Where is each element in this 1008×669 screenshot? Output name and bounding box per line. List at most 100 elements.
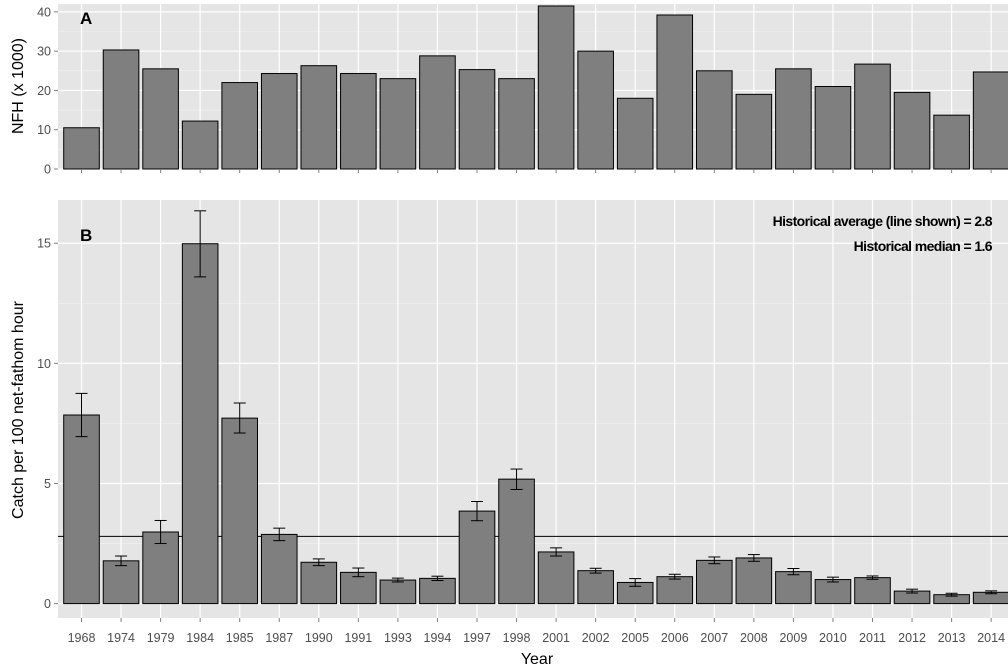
error-bar-2009	[787, 568, 800, 576]
y-tick-label: 5	[44, 477, 51, 491]
bar-1993	[379, 579, 417, 605]
x-tick-label: 2008	[740, 631, 768, 645]
error-bar-1985	[233, 402, 246, 434]
x-tick-label: 2014	[977, 631, 1005, 645]
bar-1968	[63, 414, 100, 605]
bar-2005	[616, 97, 654, 170]
x-tick-label: 1979	[147, 631, 175, 645]
bar-2002	[577, 50, 614, 170]
x-tick-label: 2002	[582, 631, 610, 645]
y-tick-label: 0	[44, 163, 51, 177]
panel-b-x-axis: 1968 1974 1979 1984 1985 1987 1990 1991 1993 1994…	[68, 618, 1005, 645]
bar-2014	[972, 71, 1008, 170]
bar-1974	[102, 560, 140, 605]
error-bar-1993	[391, 577, 404, 583]
bar-1984	[181, 243, 219, 605]
bar-1997	[458, 510, 496, 605]
x-tick-label: 1990	[305, 631, 333, 645]
bar-1987	[260, 533, 298, 605]
x-tick-label: 1997	[463, 631, 491, 645]
error-bar-2007	[708, 556, 721, 565]
panel-a: 0 10 20 30 40 A NFH (x 1000)	[10, 4, 1008, 177]
y-tick-label: 40	[37, 5, 51, 19]
y-tick-label: 0	[44, 597, 51, 611]
bar-1991	[340, 571, 377, 605]
x-tick-label: 2006	[661, 631, 689, 645]
x-tick-label: 1968	[68, 631, 96, 645]
x-axis-title: Year	[521, 651, 554, 668]
error-bar-2006	[668, 573, 681, 580]
bar-1994	[419, 577, 456, 605]
y-tick-label: 10	[37, 357, 51, 371]
x-tick-label: 1998	[503, 631, 531, 645]
x-tick-label: 1991	[344, 631, 372, 645]
panel-a-bars	[63, 5, 1008, 170]
bar-2008	[735, 93, 773, 170]
bar-2013	[933, 114, 970, 170]
y-tick-label: 10	[37, 123, 51, 137]
bar-2007	[696, 559, 733, 605]
error-bar-1984	[194, 210, 207, 278]
historical-average-annotation: Historical average (line shown) = 2.8	[773, 213, 993, 229]
panel-a-y-axis: 0 10 20 30 40	[37, 5, 58, 177]
error-bar-1990	[312, 558, 325, 567]
x-tick-label: 1994	[424, 631, 452, 645]
bar-1993	[379, 78, 417, 170]
bar-1998	[498, 478, 535, 605]
error-bar-2008	[747, 554, 760, 562]
bar-1991	[340, 73, 377, 170]
x-tick-label: 1985	[226, 631, 254, 645]
error-bar-2010	[826, 576, 839, 583]
error-bar-2002	[589, 567, 602, 574]
bar-2001	[537, 5, 575, 170]
bar-1974	[102, 49, 140, 170]
bar-2010	[814, 579, 852, 605]
bar-1984	[181, 120, 219, 170]
bar-1998	[498, 78, 535, 170]
bar-2012	[893, 91, 931, 170]
x-tick-label: 2007	[700, 631, 728, 645]
bar-1979	[142, 68, 179, 170]
error-bar-1979	[154, 519, 167, 545]
bar-2001	[537, 551, 575, 605]
bar-2010	[814, 86, 852, 170]
error-bar-2011	[866, 575, 879, 580]
bar-2009	[775, 571, 812, 605]
x-tick-label: 1974	[107, 631, 135, 645]
x-tick-label: 2011	[859, 631, 886, 645]
x-tick-label: 2010	[819, 631, 847, 645]
error-bar-2014	[985, 590, 998, 595]
error-bar-2012	[906, 588, 919, 594]
y-tick-label: 15	[37, 237, 51, 251]
x-tick-label: 1984	[186, 631, 214, 645]
bar-1990	[300, 65, 338, 170]
bar-1987	[260, 73, 298, 170]
bar-1968	[63, 127, 100, 170]
panel-b-y-axis-title: Catch per 100 net-fathom hour	[10, 300, 27, 519]
x-tick-label: 2013	[938, 631, 966, 645]
bar-2009	[775, 68, 812, 170]
error-bar-2013	[945, 592, 958, 597]
error-bar-2001	[550, 547, 563, 557]
error-bar-1968	[75, 392, 88, 438]
bar-2011	[854, 577, 891, 605]
y-tick-label: 30	[37, 45, 51, 59]
x-tick-label: 1993	[384, 631, 412, 645]
bar-1985	[221, 82, 258, 170]
error-bar-1994	[431, 575, 444, 582]
panel-a-x-ticks	[81, 169, 992, 173]
x-tick-label: 2012	[898, 631, 926, 645]
bar-1990	[300, 561, 338, 605]
error-bar-1997	[471, 500, 483, 522]
panel-b-label: B	[80, 226, 92, 245]
bar-2008	[735, 557, 773, 605]
error-bar-1991	[352, 567, 365, 578]
error-bar-1974	[115, 555, 128, 567]
bar-1994	[419, 55, 456, 170]
y-tick-label: 20	[37, 84, 51, 98]
bar-2006	[656, 14, 694, 170]
bar-1985	[221, 417, 258, 605]
x-tick-label: 2009	[779, 631, 807, 645]
error-bar-2005	[629, 578, 642, 587]
